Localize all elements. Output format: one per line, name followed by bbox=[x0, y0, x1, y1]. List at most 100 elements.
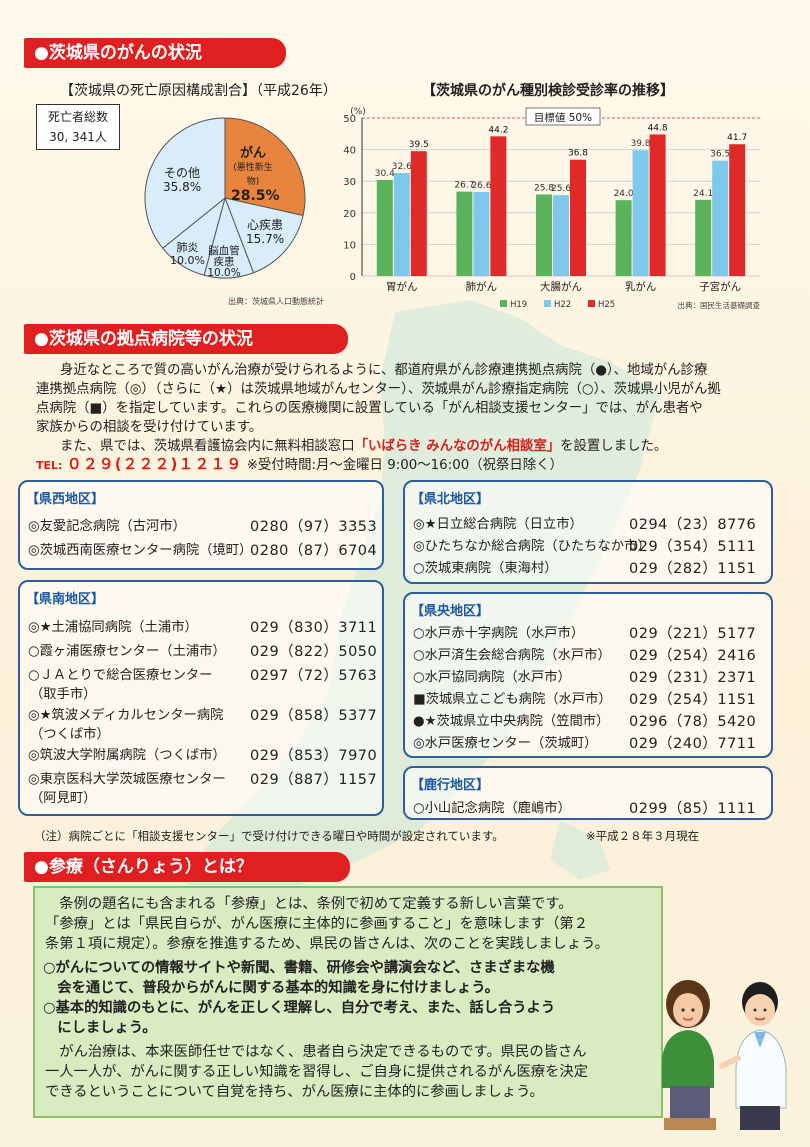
hospital-tel[interactable]: 029（282）1151 bbox=[629, 561, 757, 577]
sanryo-bullet-1: ○がんについての情報サイトや新聞、書籍、研修会や講演会など、さまざまな機 会を通… bbox=[43, 958, 555, 998]
target-label: 目標値 50% bbox=[525, 107, 601, 126]
hospital-name: ◎★土浦協同病院（土浦市） bbox=[28, 620, 198, 635]
region-title: 【鹿行地区】 bbox=[411, 778, 490, 793]
intro-line-5-pre: また、県では、茨城県看護協会内に無料相談窓口 bbox=[60, 439, 355, 454]
hospital-name: ○茨城東病院（東海村） bbox=[413, 561, 558, 576]
note-right: ※平成２８年３月現在 bbox=[586, 829, 700, 843]
deaths-total-box: 死亡者総数 30, 341人 bbox=[36, 104, 120, 150]
hospital-tel[interactable]: 029（221）5177 bbox=[629, 626, 757, 642]
bar bbox=[376, 179, 393, 276]
hospital-tel[interactable]: 029（354）5111 bbox=[629, 539, 757, 555]
pie-chart-title: 【茨城県の死亡原因構成割合】（平成26年） bbox=[60, 83, 337, 99]
sanryo-line-1: 条例の題名にも含まれる「参療」とは、条例で初めて定義する新しい言葉です。 bbox=[45, 896, 573, 912]
hospital-row: ◎茨城西南医療センター病院（境町） 0280（87）6704 bbox=[28, 539, 377, 559]
hospital-tel[interactable]: 0294（23）8776 bbox=[629, 517, 757, 533]
hospital-name: ●★茨城県立中央病院（笠間市） bbox=[413, 714, 610, 729]
hospital-tel[interactable]: 0280（97）3353 bbox=[250, 519, 378, 535]
hospital-tel[interactable]: 029（254）2416 bbox=[629, 648, 757, 664]
bar-value-label: 32.6 bbox=[392, 162, 412, 172]
hospital-tel[interactable]: 029（887）1157 bbox=[250, 772, 378, 788]
section-title-hospitals: ●茨城県の拠点病院等の状況 bbox=[34, 329, 253, 349]
y-tick-label: 0 bbox=[350, 272, 356, 283]
region-rokkou: 【鹿行地区】 ○小山記念病院（鹿嶋市） 0299（85）1111 bbox=[403, 766, 773, 820]
hospital-tel[interactable]: 029（858）5377 bbox=[250, 708, 378, 724]
hospital-name: ◎★日立総合病院（日立市） bbox=[413, 517, 583, 532]
bar bbox=[536, 194, 552, 276]
hospital-name: ○水戸協同病院（水戸市） bbox=[413, 670, 571, 685]
hospital-tel[interactable]: 029（853）7970 bbox=[250, 748, 378, 764]
hospital-tel[interactable]: 029（822）5050 bbox=[250, 644, 378, 660]
hospital-name: ■茨城県立こども病院（水戸市） bbox=[413, 692, 612, 707]
legend-item: H19 bbox=[500, 300, 527, 310]
intro-line-4: 家族からの相談を受け付けています。 bbox=[36, 420, 263, 435]
hospital-row: ◎友愛記念病院（古河市） 0280（97）3353 bbox=[28, 515, 377, 535]
pie-label-pneumonia-name: 肺炎 bbox=[176, 241, 199, 254]
hospital-tel[interactable]: 0296（78）5420 bbox=[629, 714, 757, 730]
section-title: ●茨城県のがんの状況 bbox=[34, 43, 202, 63]
sanryo-closing-1: がん治療は、本来医師任せではなく、患者自ら決定できるものです。県民の皆さん bbox=[45, 1044, 587, 1060]
pie-label-pneumonia: 肺炎 10.0% bbox=[170, 241, 205, 267]
hospital-tel[interactable]: 029（231）2371 bbox=[629, 670, 757, 686]
region-title: 【県西地区】 bbox=[26, 492, 105, 507]
pie-label-heart-pct: 15.7% bbox=[246, 232, 285, 246]
bar-chart: (%) 0 10 20 30 40 50 目標値 50% 30.432.6 39.5 胃がん 26.7… bbox=[343, 107, 760, 310]
hospital-name: ○水戸済生会総合病院（水戸市） bbox=[413, 648, 611, 663]
bar bbox=[695, 199, 712, 276]
hospital-name: ◎友愛記念病院（古河市） bbox=[28, 519, 186, 534]
pie-label-cerebro-pct: 10.0% bbox=[207, 267, 241, 279]
bar-value-label: 24.1 bbox=[693, 189, 713, 199]
hospital-name: ○ＪＡとりで総合医療センター bbox=[28, 668, 213, 683]
hospital-name: ○水戸赤十字病院（水戸市） bbox=[413, 626, 585, 641]
bar bbox=[410, 151, 427, 276]
hospital-name: ◎筑波大学附属病院（つくば市） bbox=[28, 748, 226, 763]
hospital-row: ○霞ヶ浦医療センター（土浦市） 029（822）5050 bbox=[28, 640, 377, 660]
hospital-city: （阿見町） bbox=[30, 791, 97, 806]
bar bbox=[393, 172, 410, 276]
section-title-sanryo: ●参療（さんりょう）とは？ bbox=[34, 857, 253, 877]
hospital-tel[interactable]: 029（830）3711 bbox=[250, 620, 378, 636]
pie-label-heart: 心疾患 15.7% bbox=[246, 218, 284, 246]
bar bbox=[456, 191, 473, 276]
hospital-tel[interactable]: 029（240）7711 bbox=[629, 736, 757, 752]
sanryo-line-2: 「参療」とは「県民自らが、がん医療に主体的に参画すること」を意味します（第２ bbox=[45, 916, 588, 932]
bar bbox=[473, 191, 490, 276]
region-title: 【県央地区】 bbox=[411, 604, 490, 619]
bar-value-label: 39.8 bbox=[631, 139, 651, 149]
y-tick-label: 50 bbox=[343, 114, 356, 125]
svg-text:H25: H25 bbox=[598, 300, 615, 310]
hospital-row: ◎★土浦協同病院（土浦市） 029（830）3711 bbox=[28, 616, 377, 636]
y-tick-label: 40 bbox=[343, 146, 356, 157]
sanryo-bullet-2: ○基本的知識のもとに、がんを正しく理解し、自分で考え、また、話し合うよう にしま… bbox=[43, 998, 555, 1038]
hospital-name: ◎★筑波メディカルセンター病院 bbox=[28, 708, 224, 723]
x-tick-label: 胃がん bbox=[386, 280, 418, 293]
tel-label: TEL: bbox=[36, 459, 63, 472]
tel-number[interactable]: ０２９(２２２)１２１９ bbox=[66, 455, 243, 473]
hospital-row: ◎★日立総合病院（日立市） 0294（23）8776 bbox=[413, 513, 756, 533]
hospital-row: ◎水戸医療センター（茨城町） 029（240）7711 bbox=[413, 732, 756, 752]
pie-label-other: その他 35.8% bbox=[163, 166, 201, 194]
pie-slice bbox=[144, 117, 226, 249]
region-kenou: 【県央地区】 ○水戸赤十字病院（水戸市） 029（221）5177 ○水戸済生会総… bbox=[403, 592, 773, 758]
bar bbox=[729, 144, 746, 276]
patient-doctor-illustration bbox=[662, 980, 787, 1130]
hospital-name: ◎茨城西南医療センター病院（境町） bbox=[28, 543, 253, 558]
legend-item: H25 bbox=[588, 300, 615, 310]
hospital-tel[interactable]: 0299（85）1111 bbox=[629, 801, 757, 817]
bar-value-label: 44.8 bbox=[648, 123, 668, 133]
sanryo-closing-3: できるということについて自覚を持ち、がん医療に主体的に参画しましょう。 bbox=[45, 1084, 544, 1100]
svg-text:H19: H19 bbox=[510, 300, 527, 310]
hospital-row: ○小山記念病院（鹿嶋市） 0299（85）1111 bbox=[413, 797, 756, 817]
x-tick-label: 子宮がん bbox=[699, 280, 741, 293]
sanryo-box: 条例の題名にも含まれる「参療」とは、条例で初めて定義する新しい言葉です。 「参療… bbox=[33, 886, 663, 1118]
y-tick-label: 30 bbox=[343, 177, 356, 188]
x-tick-label: 乳がん bbox=[625, 280, 657, 293]
hospital-row: ○ＪＡとりで総合医療センター 0297（72）5763 （取手市） bbox=[28, 664, 377, 702]
hospital-tel[interactable]: 0280（87）6704 bbox=[250, 543, 378, 559]
region-title: 【県北地区】 bbox=[411, 492, 490, 507]
hospital-tel[interactable]: 0297（72）5763 bbox=[250, 668, 378, 684]
hospital-tel[interactable]: 029（254）1151 bbox=[629, 692, 757, 708]
bar-value-label: 26.7 bbox=[454, 181, 474, 191]
consult-tel-line: TEL: ０２９(２２２)１２１９ ※受付時間:月～金曜日 9:00～16:00… bbox=[36, 455, 563, 475]
hospital-row: ◎筑波大学附属病院（つくば市） 029（853）7970 bbox=[28, 744, 377, 764]
sanryo-bullet-1-a: ○がんについての情報サイトや新聞、書籍、研修会や講演会など、さまざまな機 bbox=[43, 960, 555, 976]
